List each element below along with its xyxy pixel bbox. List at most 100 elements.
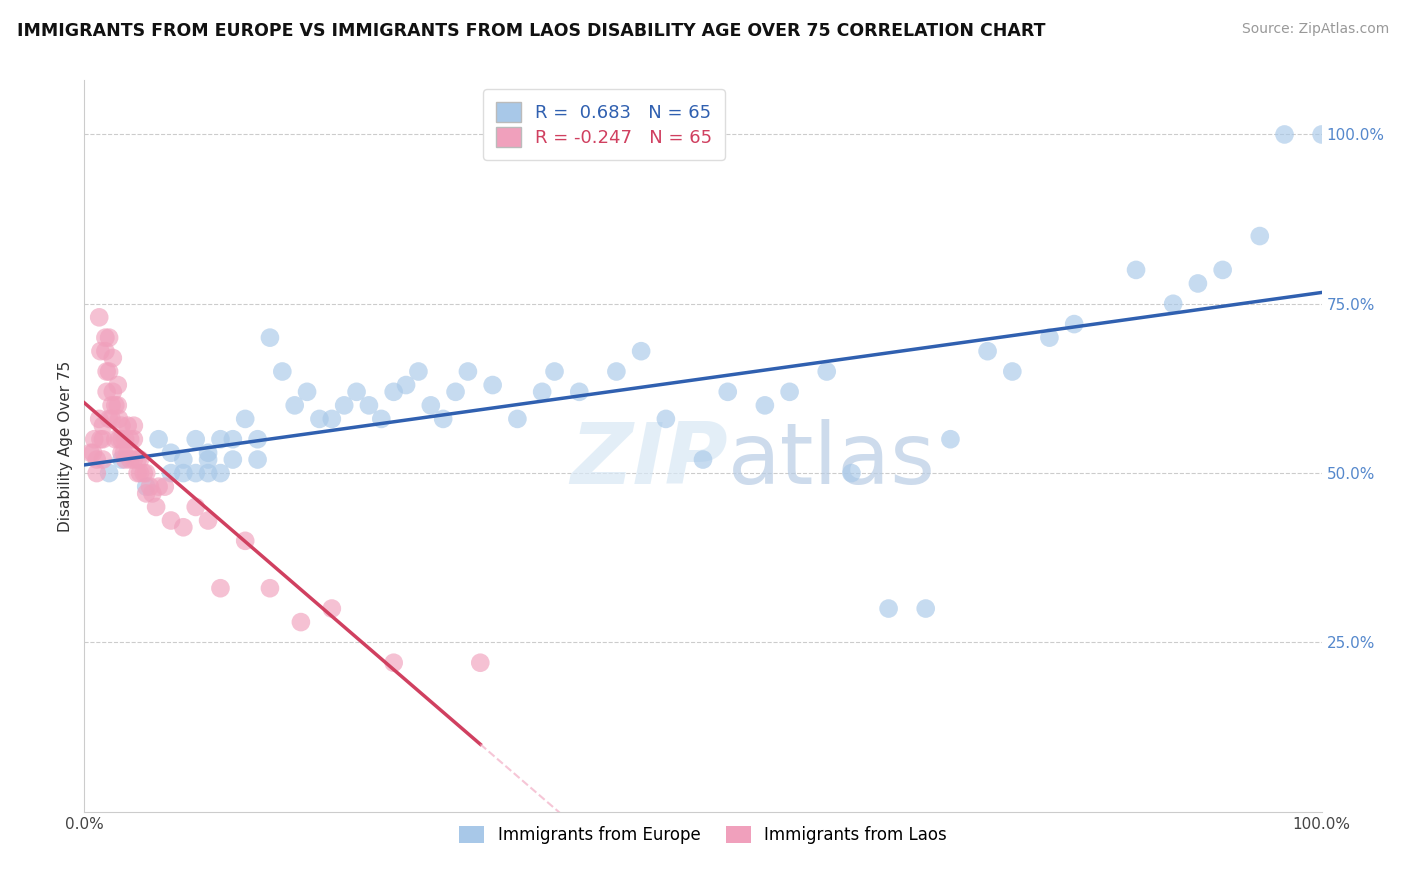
Point (114, 432, 136, 446)
Point (222, 452, 245, 467)
Point (419, 398, 441, 412)
Point (408, 364, 430, 378)
Point (692, 452, 714, 467)
Point (148, 432, 170, 446)
Point (160, 514, 183, 528)
Point (939, 432, 962, 446)
Point (531, 384, 554, 399)
Point (98, 364, 121, 378)
Point (754, 398, 776, 412)
Point (197, 452, 219, 467)
Point (914, 601, 936, 615)
Point (346, 384, 368, 399)
Point (655, 412, 678, 426)
Point (1212, 263, 1234, 277)
Text: IMMIGRANTS FROM EUROPE VS IMMIGRANTS FROM LAOS DISABILITY AGE OVER 75 CORRELATIO: IMMIGRANTS FROM EUROPE VS IMMIGRANTS FRO… (17, 22, 1046, 40)
Point (246, 452, 269, 467)
Point (605, 364, 627, 378)
Point (91, 432, 114, 446)
Point (321, 412, 343, 426)
Point (127, 466, 149, 480)
Point (135, 466, 157, 480)
Point (107, 378, 129, 392)
Point (110, 432, 132, 446)
Point (630, 344, 652, 359)
Point (197, 514, 219, 528)
Point (197, 446, 219, 460)
Point (98, 412, 121, 426)
Legend: Immigrants from Europe, Immigrants from Laos: Immigrants from Europe, Immigrants from … (453, 820, 953, 851)
Point (506, 412, 529, 426)
Point (1161, 297, 1184, 311)
Point (290, 615, 312, 629)
Point (104, 432, 127, 446)
Y-axis label: Disability Age Over 75: Disability Age Over 75 (58, 360, 73, 532)
Point (96, 384, 118, 399)
Point (370, 412, 392, 426)
Point (1249, 229, 1271, 244)
Point (779, 384, 801, 399)
Point (184, 466, 207, 480)
Point (209, 581, 232, 595)
Point (122, 418, 145, 433)
Point (382, 656, 405, 670)
Point (172, 466, 194, 480)
Point (110, 446, 132, 460)
Point (333, 398, 356, 412)
Point (94, 331, 117, 345)
Point (259, 581, 281, 595)
Text: atlas: atlas (728, 419, 936, 502)
Point (259, 331, 281, 345)
Point (86, 466, 108, 480)
Point (114, 452, 136, 467)
Text: ZIP: ZIP (569, 419, 728, 502)
Point (96, 364, 118, 378)
Point (246, 432, 269, 446)
Point (101, 384, 124, 399)
Point (82, 446, 104, 460)
Point (122, 432, 145, 446)
Point (382, 384, 405, 399)
Point (98, 331, 121, 345)
Point (568, 384, 591, 399)
Point (89, 344, 111, 359)
Point (308, 412, 330, 426)
Point (129, 452, 152, 467)
Point (100, 412, 122, 426)
Point (197, 466, 219, 480)
Point (153, 480, 176, 494)
Point (395, 378, 418, 392)
Point (83, 432, 105, 446)
Point (184, 500, 207, 514)
Point (841, 466, 863, 480)
Point (108, 412, 131, 426)
Point (1274, 128, 1296, 142)
Point (184, 432, 207, 446)
Point (457, 364, 479, 378)
Point (284, 398, 307, 412)
Point (470, 656, 492, 670)
Point (107, 398, 129, 412)
Point (160, 466, 183, 480)
Point (94, 344, 117, 359)
Point (100, 398, 122, 412)
Point (1310, 128, 1333, 142)
Point (132, 466, 155, 480)
Point (209, 466, 232, 480)
Point (98, 466, 121, 480)
Point (101, 351, 124, 365)
Point (112, 446, 135, 460)
Point (1001, 364, 1024, 378)
Point (481, 378, 503, 392)
Point (295, 384, 318, 399)
Point (233, 412, 256, 426)
Point (110, 452, 132, 467)
Point (120, 432, 142, 446)
Point (1063, 317, 1085, 331)
Point (86, 452, 108, 467)
Point (122, 452, 145, 467)
Point (135, 480, 157, 494)
Point (976, 344, 998, 359)
Point (209, 432, 232, 446)
Point (271, 364, 294, 378)
